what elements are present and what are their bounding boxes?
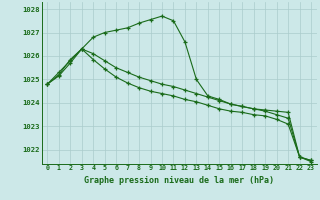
X-axis label: Graphe pression niveau de la mer (hPa): Graphe pression niveau de la mer (hPa) bbox=[84, 176, 274, 185]
